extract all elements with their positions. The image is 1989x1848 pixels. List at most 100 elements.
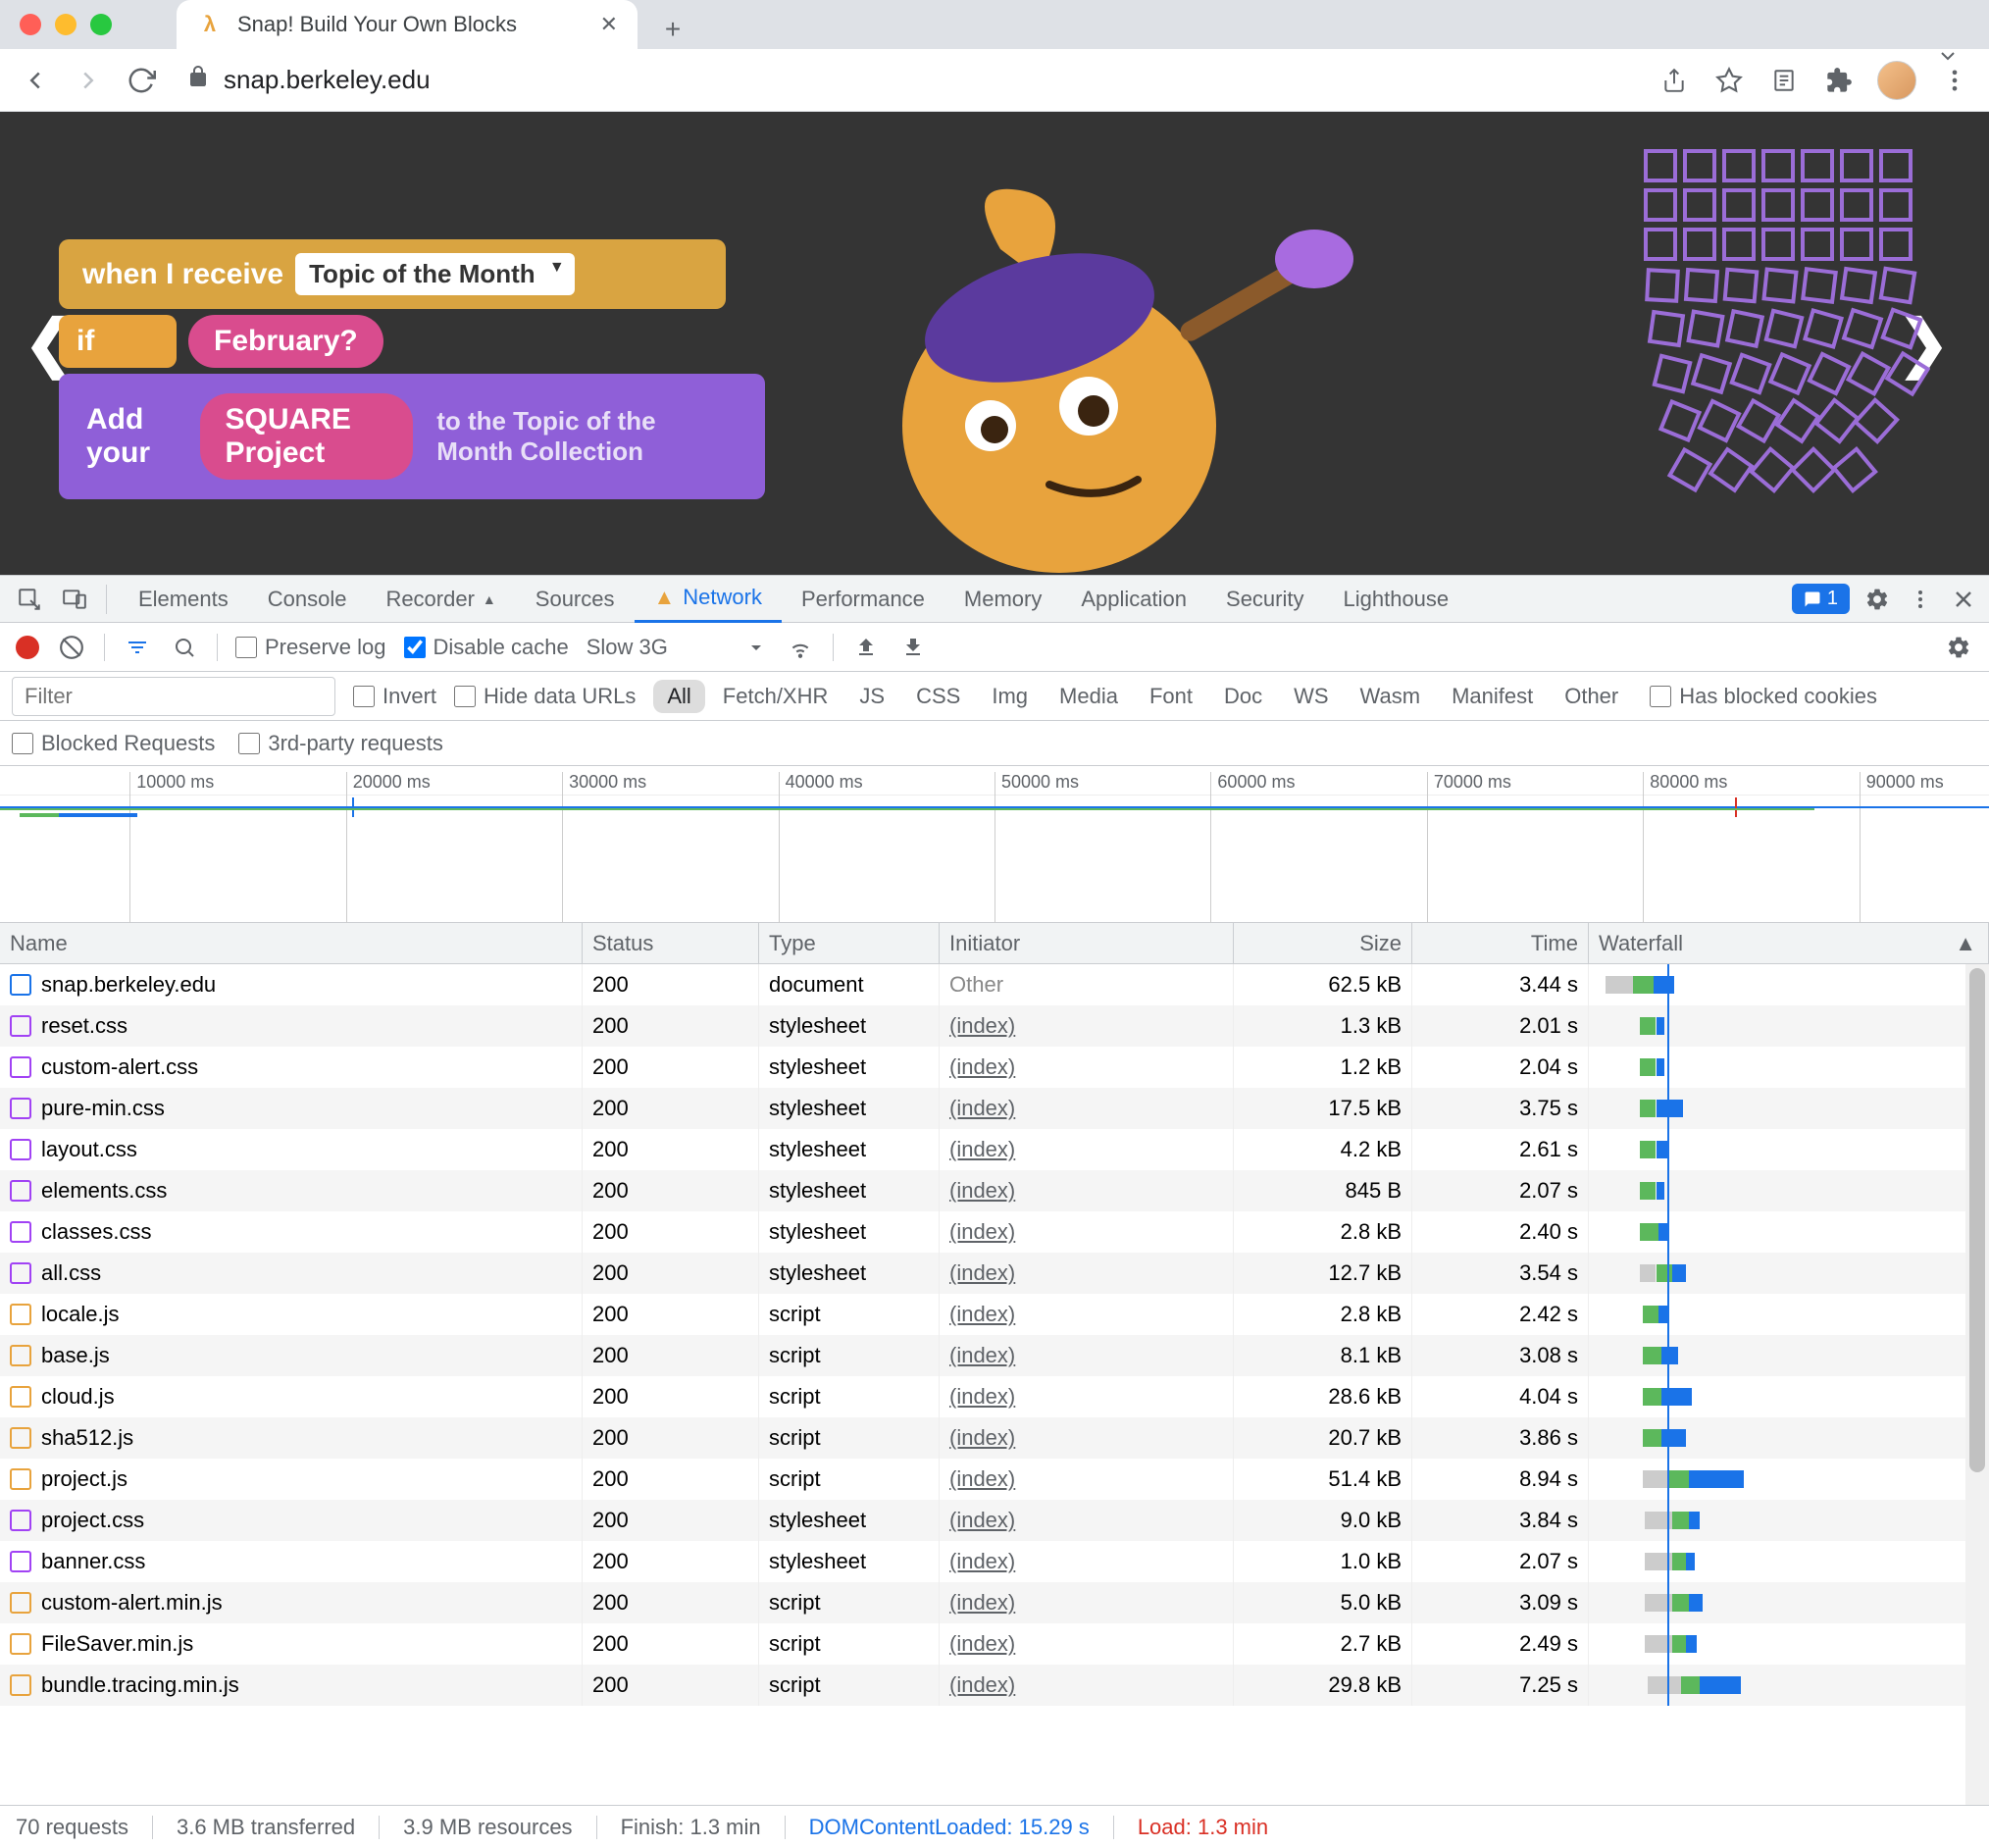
tab-close-icon[interactable]: ✕ xyxy=(600,12,618,37)
third-party-checkbox[interactable]: 3rd-party requests xyxy=(238,731,443,756)
devtools-tab-lighthouse[interactable]: Lighthouse xyxy=(1324,576,1469,623)
devtools-tab-console[interactable]: Console xyxy=(248,576,367,623)
network-row[interactable]: project.css200stylesheet(index)9.0 kB3.8… xyxy=(0,1500,1989,1541)
col-header-status[interactable]: Status xyxy=(583,923,759,963)
clear-icon[interactable] xyxy=(57,633,86,662)
request-initiator[interactable]: (index) xyxy=(949,1508,1015,1533)
col-header-type[interactable]: Type xyxy=(759,923,940,963)
network-row[interactable]: banner.css200stylesheet(index)1.0 kB2.07… xyxy=(0,1541,1989,1582)
request-initiator[interactable]: (index) xyxy=(949,1137,1015,1162)
request-initiator[interactable]: (index) xyxy=(949,1631,1015,1657)
filter-type-css[interactable]: CSS xyxy=(902,680,974,713)
bookmark-star-icon[interactable] xyxy=(1712,64,1746,97)
network-row[interactable]: elements.css200stylesheet(index)845 B2.0… xyxy=(0,1170,1989,1211)
request-initiator[interactable]: (index) xyxy=(949,1219,1015,1245)
network-row[interactable]: all.css200stylesheet(index)12.7 kB3.54 s xyxy=(0,1253,1989,1294)
filter-type-fetch-xhr[interactable]: Fetch/XHR xyxy=(709,680,842,713)
reading-list-icon[interactable] xyxy=(1767,64,1801,97)
network-row[interactable]: bundle.tracing.min.js200script(index)29.… xyxy=(0,1665,1989,1706)
filter-type-other[interactable]: Other xyxy=(1551,680,1632,713)
request-initiator[interactable]: (index) xyxy=(949,1260,1015,1286)
request-initiator[interactable]: (index) xyxy=(949,1054,1015,1080)
devtools-tab-elements[interactable]: Elements xyxy=(119,576,248,623)
network-row[interactable]: custom-alert.min.js200script(index)5.0 k… xyxy=(0,1582,1989,1623)
devtools-tab-security[interactable]: Security xyxy=(1206,576,1323,623)
devtools-close-icon[interactable] xyxy=(1948,584,1979,615)
wifi-icon[interactable] xyxy=(786,633,815,662)
devtools-menu-icon[interactable] xyxy=(1905,584,1936,615)
filter-type-js[interactable]: JS xyxy=(845,680,898,713)
network-row[interactable]: snap.berkeley.edu200documentOther62.5 kB… xyxy=(0,964,1989,1005)
network-row[interactable]: FileSaver.min.js200script(index)2.7 kB2.… xyxy=(0,1623,1989,1665)
blocked-requests-checkbox[interactable]: Blocked Requests xyxy=(12,731,215,756)
request-initiator[interactable]: (index) xyxy=(949,1096,1015,1121)
col-header-initiator[interactable]: Initiator xyxy=(940,923,1234,963)
filter-type-media[interactable]: Media xyxy=(1046,680,1132,713)
tabs-chevron-icon[interactable] xyxy=(1936,44,1960,75)
col-header-size[interactable]: Size xyxy=(1234,923,1412,963)
filter-type-img[interactable]: Img xyxy=(978,680,1042,713)
issues-badge[interactable]: 1 xyxy=(1792,584,1850,614)
devtools-tab-performance[interactable]: Performance xyxy=(782,576,944,623)
filter-type-font[interactable]: Font xyxy=(1136,680,1206,713)
devtools-settings-icon[interactable] xyxy=(1862,584,1893,615)
window-close-button[interactable] xyxy=(20,14,41,35)
network-row[interactable]: reset.css200stylesheet(index)1.3 kB2.01 … xyxy=(0,1005,1989,1047)
devtools-tab-network[interactable]: ▲Network xyxy=(635,576,782,623)
has-blocked-cookies-checkbox[interactable]: Has blocked cookies xyxy=(1650,684,1877,709)
network-row[interactable]: layout.css200stylesheet(index)4.2 kB2.61… xyxy=(0,1129,1989,1170)
request-initiator[interactable]: (index) xyxy=(949,1549,1015,1574)
profile-avatar[interactable] xyxy=(1877,61,1916,100)
device-toggle-icon[interactable] xyxy=(55,580,94,619)
hide-data-urls-checkbox[interactable]: Hide data URLs xyxy=(454,684,636,709)
search-icon[interactable] xyxy=(170,633,199,662)
table-scrollbar[interactable] xyxy=(1965,964,1989,1805)
request-initiator[interactable]: (index) xyxy=(949,1343,1015,1368)
throttling-select[interactable]: Slow 3G xyxy=(586,635,768,660)
network-settings-icon[interactable] xyxy=(1944,633,1973,662)
browser-tab-active[interactable]: λ Snap! Build Your Own Blocks ✕ xyxy=(177,0,638,49)
request-initiator[interactable]: (index) xyxy=(949,1590,1015,1616)
devtools-tab-recorder[interactable]: Recorder ▲ xyxy=(366,576,515,623)
network-row[interactable]: classes.css200stylesheet(index)2.8 kB2.4… xyxy=(0,1211,1989,1253)
filter-type-wasm[interactable]: Wasm xyxy=(1347,680,1435,713)
filter-input[interactable] xyxy=(12,677,335,716)
upload-icon[interactable] xyxy=(851,633,881,662)
col-header-waterfall[interactable]: Waterfall▲ xyxy=(1589,923,1989,963)
window-maximize-button[interactable] xyxy=(90,14,112,35)
devtools-tab-application[interactable]: Application xyxy=(1061,576,1206,623)
request-initiator[interactable]: (index) xyxy=(949,1672,1015,1698)
col-header-time[interactable]: Time xyxy=(1412,923,1589,963)
extensions-icon[interactable] xyxy=(1822,64,1856,97)
back-button[interactable] xyxy=(18,63,53,98)
table-scrollbar-thumb[interactable] xyxy=(1969,968,1985,1472)
devtools-tab-memory[interactable]: Memory xyxy=(944,576,1061,623)
network-row[interactable]: sha512.js200script(index)20.7 kB3.86 s xyxy=(0,1417,1989,1459)
network-row[interactable]: custom-alert.css200stylesheet(index)1.2 … xyxy=(0,1047,1989,1088)
disable-cache-checkbox[interactable]: Disable cache xyxy=(404,635,569,660)
request-initiator[interactable]: (index) xyxy=(949,1178,1015,1204)
network-row[interactable]: locale.js200script(index)2.8 kB2.42 s xyxy=(0,1294,1989,1335)
network-row[interactable]: cloud.js200script(index)28.6 kB4.04 s xyxy=(0,1376,1989,1417)
network-row[interactable]: pure-min.css200stylesheet(index)17.5 kB3… xyxy=(0,1088,1989,1129)
network-row[interactable]: base.js200script(index)8.1 kB3.08 s xyxy=(0,1335,1989,1376)
forward-button[interactable] xyxy=(71,63,106,98)
devtools-tab-sources[interactable]: Sources xyxy=(516,576,635,623)
filter-type-manifest[interactable]: Manifest xyxy=(1438,680,1547,713)
col-header-name[interactable]: Name xyxy=(0,923,583,963)
filter-icon[interactable] xyxy=(123,633,152,662)
window-minimize-button[interactable] xyxy=(55,14,76,35)
share-icon[interactable] xyxy=(1658,64,1691,97)
record-button[interactable] xyxy=(16,636,39,659)
address-bar[interactable]: snap.berkeley.edu xyxy=(177,65,1640,95)
filter-type-doc[interactable]: Doc xyxy=(1210,680,1276,713)
request-initiator[interactable]: (index) xyxy=(949,1425,1015,1451)
preserve-log-checkbox[interactable]: Preserve log xyxy=(235,635,386,660)
request-initiator[interactable]: (index) xyxy=(949,1384,1015,1410)
filter-type-ws[interactable]: WS xyxy=(1280,680,1342,713)
new-tab-button[interactable]: + xyxy=(653,10,692,49)
network-row[interactable]: project.js200script(index)51.4 kB8.94 s xyxy=(0,1459,1989,1500)
filter-type-all[interactable]: All xyxy=(653,680,704,713)
reload-button[interactable] xyxy=(124,63,159,98)
download-icon[interactable] xyxy=(898,633,928,662)
